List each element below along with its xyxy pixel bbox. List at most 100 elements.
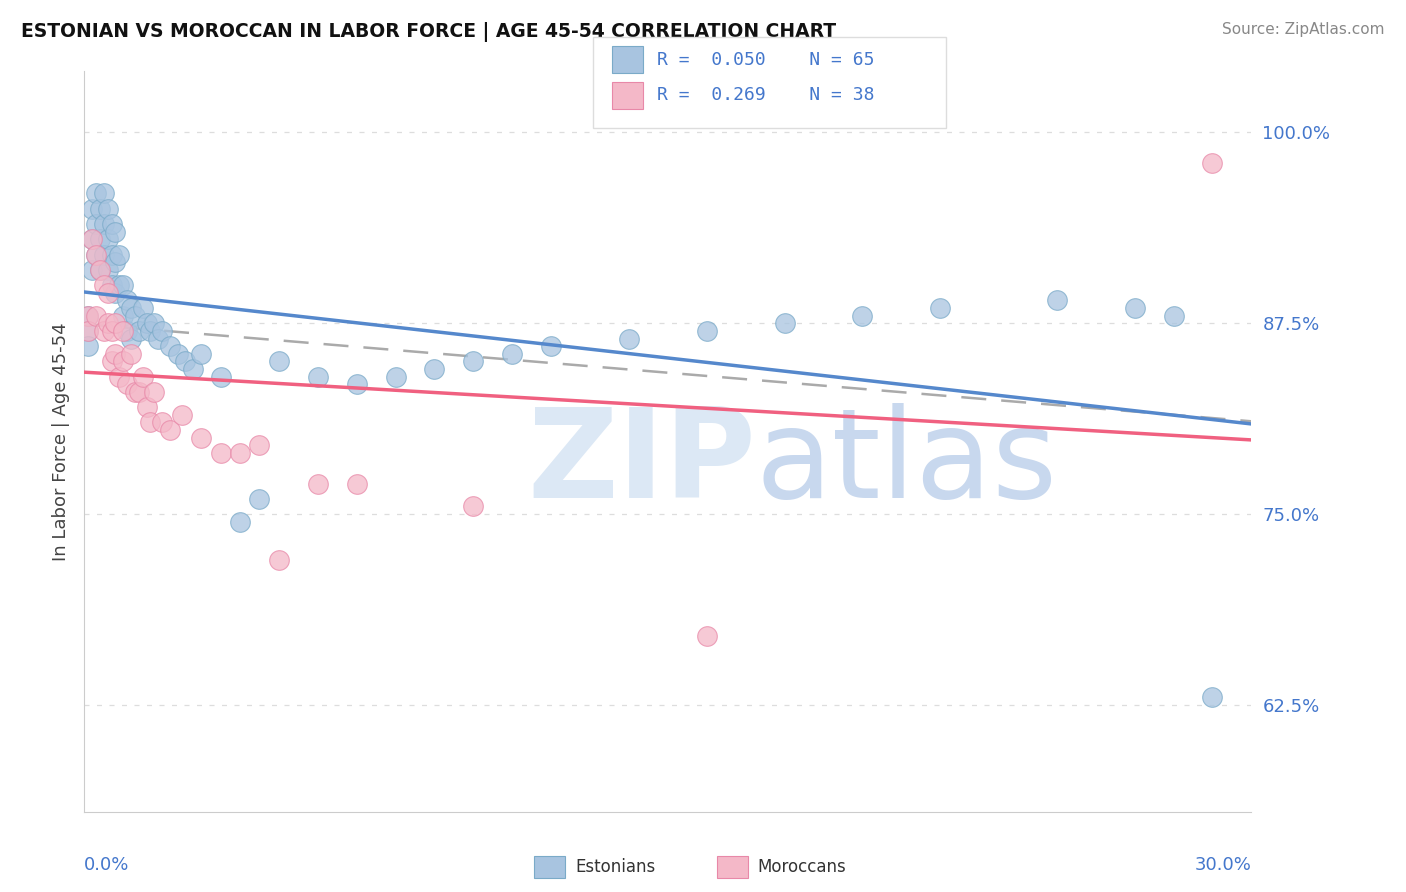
Point	[104, 285, 127, 300]
Point	[150, 416, 173, 430]
Point	[77, 309, 100, 323]
Point	[112, 278, 135, 293]
Point	[93, 278, 115, 293]
Text: Source: ZipAtlas.com: Source: ZipAtlas.com	[1222, 22, 1385, 37]
Point	[104, 255, 127, 269]
Point	[384, 369, 406, 384]
Text: 30.0%: 30.0%	[1195, 856, 1251, 874]
Point	[84, 186, 107, 201]
Point	[82, 202, 104, 216]
Point	[423, 362, 446, 376]
Point	[174, 354, 197, 368]
Point	[124, 309, 146, 323]
Point	[143, 384, 166, 399]
Point	[540, 339, 562, 353]
Text: atlas: atlas	[755, 403, 1057, 524]
Point	[190, 431, 212, 445]
Point	[135, 400, 157, 414]
Point	[82, 262, 104, 277]
Point	[104, 347, 127, 361]
Point	[346, 377, 368, 392]
Point	[93, 186, 115, 201]
Text: R =  0.269    N = 38: R = 0.269 N = 38	[657, 87, 875, 104]
Point	[1201, 690, 1223, 705]
Point	[100, 278, 122, 293]
Point	[307, 369, 329, 384]
Point	[249, 438, 271, 452]
Point	[120, 347, 142, 361]
Point	[115, 377, 138, 392]
Text: R =  0.050    N = 65: R = 0.050 N = 65	[657, 51, 875, 69]
Point	[773, 316, 796, 330]
Point	[229, 446, 252, 460]
Point	[84, 247, 107, 261]
Point	[97, 202, 120, 216]
Point	[143, 316, 166, 330]
Point	[97, 262, 120, 277]
Point	[93, 324, 115, 338]
Point	[93, 217, 115, 231]
Point	[139, 324, 162, 338]
Point	[120, 301, 142, 315]
Point	[170, 408, 193, 422]
Text: ESTONIAN VS MOROCCAN IN LABOR FORCE | AGE 45-54 CORRELATION CHART: ESTONIAN VS MOROCCAN IN LABOR FORCE | AG…	[21, 22, 837, 42]
Point	[93, 247, 115, 261]
Point	[84, 309, 107, 323]
Point	[463, 500, 485, 514]
Point	[124, 384, 146, 399]
Point	[112, 309, 135, 323]
Point	[89, 232, 111, 246]
Point	[1123, 301, 1146, 315]
Point	[100, 247, 122, 261]
Point	[115, 293, 138, 308]
Point	[139, 416, 162, 430]
Y-axis label: In Labor Force | Age 45-54: In Labor Force | Age 45-54	[52, 322, 70, 561]
Point	[209, 369, 232, 384]
Point	[1201, 156, 1223, 170]
Text: Moroccans: Moroccans	[758, 858, 846, 876]
Point	[135, 316, 157, 330]
Point	[132, 369, 155, 384]
Point	[148, 331, 170, 345]
Point	[115, 324, 138, 338]
Point	[100, 217, 122, 231]
Point	[120, 331, 142, 345]
Point	[463, 354, 485, 368]
Point	[84, 217, 107, 231]
Point	[190, 347, 212, 361]
Text: ZIP: ZIP	[527, 403, 756, 524]
Point	[77, 309, 100, 323]
Point	[267, 354, 290, 368]
Point	[97, 232, 120, 246]
Point	[929, 301, 952, 315]
Point	[307, 476, 329, 491]
Point	[851, 309, 873, 323]
Point	[501, 347, 523, 361]
Point	[108, 278, 131, 293]
Point	[128, 324, 150, 338]
Point	[104, 225, 127, 239]
Text: Estonians: Estonians	[575, 858, 655, 876]
Point	[97, 316, 120, 330]
Point	[112, 354, 135, 368]
Point	[166, 347, 188, 361]
Point	[150, 324, 173, 338]
Point	[108, 369, 131, 384]
Point	[77, 324, 100, 338]
Point	[159, 339, 181, 353]
Point	[82, 232, 104, 246]
Point	[1163, 309, 1185, 323]
Point	[249, 491, 271, 506]
Point	[1046, 293, 1069, 308]
Point	[77, 339, 100, 353]
Text: 0.0%: 0.0%	[84, 856, 129, 874]
Point	[89, 202, 111, 216]
Point	[267, 553, 290, 567]
Point	[132, 301, 155, 315]
Point	[229, 515, 252, 529]
Point	[84, 247, 107, 261]
Point	[346, 476, 368, 491]
Point	[696, 629, 718, 643]
Point	[112, 324, 135, 338]
Point	[159, 423, 181, 437]
